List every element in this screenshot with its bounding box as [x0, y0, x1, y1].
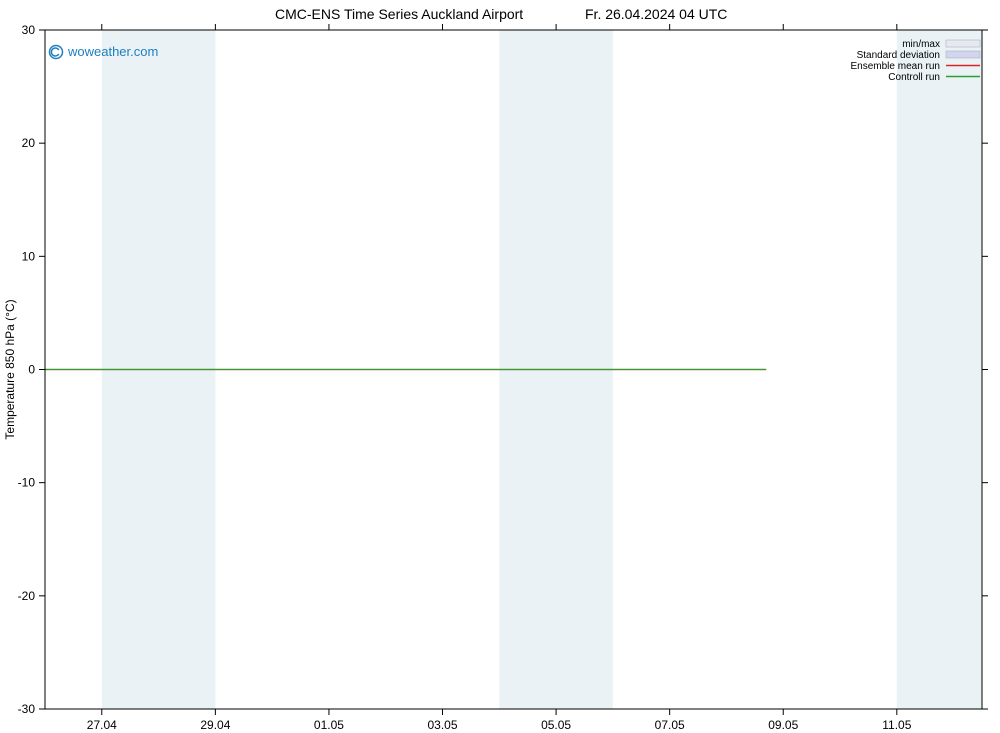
y-tick-label: 10 — [22, 249, 36, 263]
y-tick-label: 20 — [22, 136, 36, 150]
x-tick-label: 01.05 — [314, 718, 344, 732]
legend-label: Controll run — [888, 72, 940, 83]
legend-swatch — [946, 40, 980, 47]
y-axis-label: Temperature 850 hPa (°C) — [3, 299, 17, 439]
plot-area — [45, 30, 982, 709]
y-tick-label: 30 — [22, 23, 36, 37]
weekend-band — [897, 30, 982, 709]
legend-swatch — [946, 51, 980, 58]
x-tick-label: 11.05 — [882, 718, 911, 732]
x-tick-label: 03.05 — [427, 718, 457, 732]
chart-title-left: CMC-ENS Time Series Auckland Airport — [275, 6, 523, 22]
legend-label: Ensemble mean run — [851, 61, 941, 72]
x-tick-label: 07.05 — [655, 718, 685, 732]
x-tick-label: 09.05 — [768, 718, 798, 732]
x-tick-label: 05.05 — [541, 718, 571, 732]
legend-label: min/max — [902, 39, 940, 50]
y-tick-label: -30 — [18, 702, 36, 716]
y-tick-label: -10 — [18, 476, 36, 490]
x-tick-label: 27.04 — [87, 718, 117, 732]
time-series-chart: -30 -20 -10 0 10 20 30 Temperature 850 hPa (°C)… — [0, 0, 1000, 733]
x-tick-label: 29.04 — [200, 718, 230, 732]
watermark-text: woweather.com — [67, 44, 158, 59]
y-tick-label: -20 — [18, 589, 36, 603]
legend-label: Standard deviation — [857, 50, 940, 61]
y-tick-label: 0 — [28, 363, 35, 377]
chart-title-right: Fr. 26.04.2024 04 UTC — [585, 6, 727, 22]
